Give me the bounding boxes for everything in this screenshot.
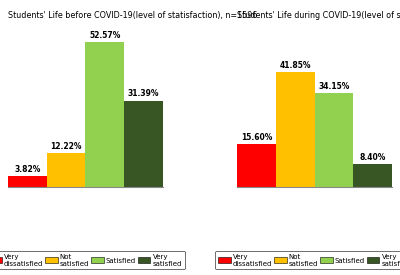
Text: Students' Life before COVID-19(level of statisfaction), n=1596: Students' Life before COVID-19(level of … (8, 11, 257, 20)
Bar (237, 144, 276, 187)
Text: 31.39%: 31.39% (128, 89, 159, 98)
Legend: Very
dissatisfied, Not
satisfied, Satisfied, Very
satisfied: Very dissatisfied, Not satisfied, Satisf… (0, 251, 185, 269)
Bar (276, 72, 314, 187)
Text: Students' Life during COVID-19(level of statisfaction), n=1596: Students' Life during COVID-19(level of … (237, 11, 400, 20)
Bar (8, 177, 47, 187)
Bar (47, 153, 86, 187)
Bar (314, 93, 353, 187)
Text: 8.40%: 8.40% (360, 153, 386, 162)
Text: 15.60%: 15.60% (241, 133, 272, 142)
Text: 41.85%: 41.85% (279, 61, 311, 70)
Bar (124, 101, 163, 187)
Text: 3.82%: 3.82% (14, 165, 40, 174)
Text: 34.15%: 34.15% (318, 82, 350, 91)
Text: 12.22%: 12.22% (50, 142, 82, 151)
Legend: Very
dissatisfied, Not
satisfied, Satisfied, Very
satisfied: Very dissatisfied, Not satisfied, Satisf… (215, 251, 400, 269)
Text: 52.57%: 52.57% (89, 31, 120, 40)
Bar (353, 164, 392, 187)
Bar (86, 42, 124, 187)
